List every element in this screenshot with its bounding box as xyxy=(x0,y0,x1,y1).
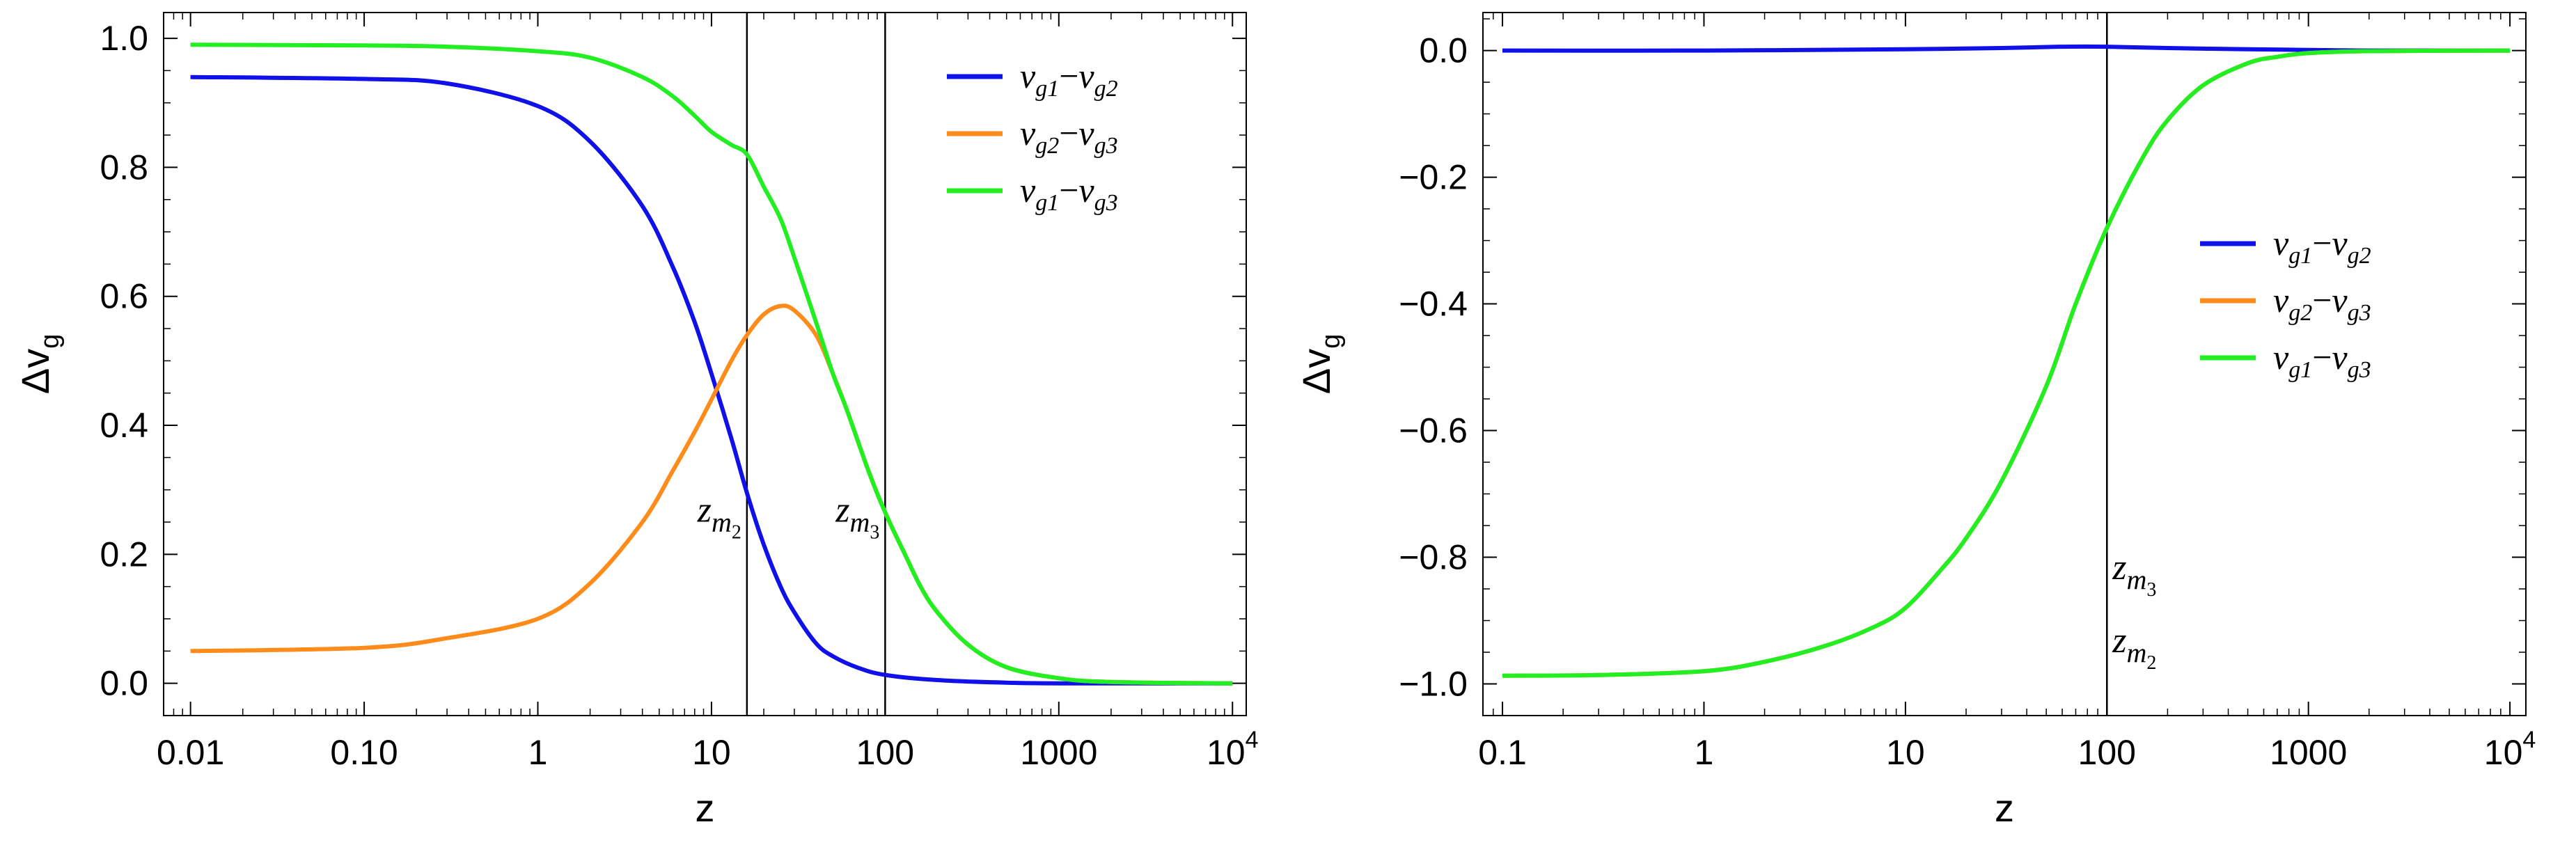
plot-frame xyxy=(1482,12,2527,716)
series-line-3 xyxy=(190,42,1233,686)
annotation-label: zm2 xyxy=(697,490,741,543)
annotation-label: zm3 xyxy=(2112,548,2156,601)
y-tick-label: −0.6 xyxy=(1399,411,1468,450)
x-tick-label: 1000 xyxy=(2270,733,2347,772)
x-tick-label: 1000 xyxy=(1020,733,1097,772)
x-tick-label: 10 xyxy=(1886,733,1925,772)
y-tick-label: 0.6 xyxy=(100,277,148,316)
y-tick-label: −0.2 xyxy=(1399,158,1468,197)
x-tick-label: 100 xyxy=(856,733,914,772)
x-tick-label: 0.1 xyxy=(1478,733,1527,772)
y-tick-label: 0.0 xyxy=(1419,31,1468,70)
x-tick-label: 0.10 xyxy=(330,733,398,772)
legend: vg1−vg2 vg2−vg3 vg1−vg3 xyxy=(947,56,1118,216)
legend-label: vg1−vg2 xyxy=(2273,223,2371,269)
x-tick-label: 104 xyxy=(2484,727,2536,772)
x-tick-label: 100 xyxy=(2078,733,2136,772)
x-tick-label: 0.01 xyxy=(157,733,224,772)
legend-label: vg2−vg3 xyxy=(2273,281,2371,326)
y-tick-label: 0.2 xyxy=(100,535,148,574)
legend-label: vg1−vg2 xyxy=(1020,56,1118,102)
legend-label: vg1−vg3 xyxy=(2273,338,2371,383)
x-tick-label: 104 xyxy=(1207,727,1259,772)
annotation-label: zm3 xyxy=(835,490,879,543)
series-line-1 xyxy=(190,74,1233,686)
y-axis-title: Δvg xyxy=(13,334,65,395)
y-tick-label: −1.0 xyxy=(1399,665,1468,704)
annotation-label: zm2 xyxy=(2112,621,2156,674)
x-tick-label: 1 xyxy=(1695,733,1714,772)
x-tick-label: 1 xyxy=(528,733,548,772)
x-tick-label: 10 xyxy=(692,733,731,772)
series-line-3 xyxy=(1502,48,2511,678)
y-axis-title: Δvg xyxy=(1294,334,1346,395)
y-tick-label: 1.0 xyxy=(100,19,148,58)
y-tick-label: 0.8 xyxy=(100,148,148,187)
x-axis-title: z xyxy=(1995,786,2014,830)
y-tick-label: −0.8 xyxy=(1399,538,1468,577)
legend-label: vg1−vg3 xyxy=(1020,171,1118,216)
y-tick-label: 0.0 xyxy=(100,664,148,703)
chart-panel-2: 0.1 1 10 100 1000 104 0.0 −0.2 −0.4 −0.6 −0.8 −1.0 z… xyxy=(1294,12,2536,830)
chart-panel-1: 0.01 0.10 1 10 100 1000 104 0.0 0.2 0.4 0.6 0.8 1.0 z… xyxy=(13,12,1259,830)
plot-frame xyxy=(163,12,1247,716)
x-axis-title: z xyxy=(696,786,715,830)
legend: vg1−vg2 vg2−vg3 vg1−vg3 xyxy=(2200,223,2371,383)
legend-label: vg2−vg3 xyxy=(1020,113,1118,159)
y-tick-label: 0.4 xyxy=(100,406,148,445)
y-tick-label: −0.4 xyxy=(1399,285,1468,324)
